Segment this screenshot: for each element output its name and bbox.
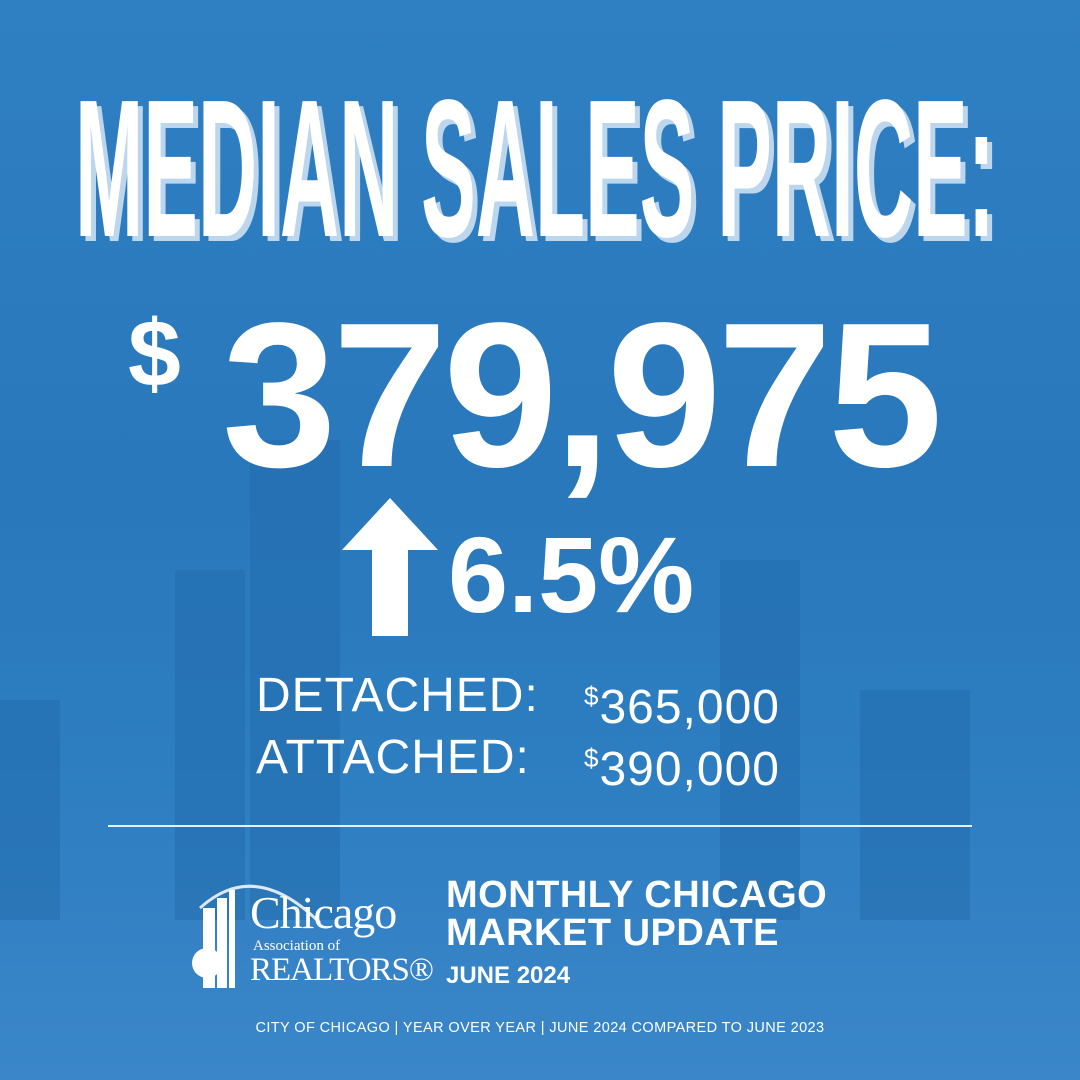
change-percent: 6.5%	[448, 514, 695, 635]
skyline-background	[250, 440, 340, 920]
detached-row: DETACHED: $365,000	[256, 668, 779, 734]
logo-skyline-icon	[192, 884, 322, 988]
logo-chicago: Chicago	[250, 887, 397, 938]
attached-value: 390,000	[599, 743, 780, 796]
attached-currency: $	[584, 743, 600, 773]
detached-label: DETACHED:	[256, 669, 539, 722]
attached-label: ATTACHED:	[256, 731, 530, 784]
skyline-background	[175, 570, 245, 920]
skyline-background	[720, 560, 800, 920]
chicago-realtors-logo: Chicago Association of REALTORS®	[185, 868, 434, 993]
footer-note: CITY OF CHICAGO | YEAR OVER YEAR | JUNE …	[255, 1020, 825, 1036]
update-month: JUNE 2024	[446, 962, 571, 989]
divider	[108, 825, 972, 827]
price-currency: $	[128, 301, 181, 407]
detached-currency: $	[584, 681, 600, 711]
update-title: MONTHLY CHICAGO MARKET UPDATE	[446, 876, 827, 952]
update-title-line1: MONTHLY CHICAGO	[446, 874, 828, 916]
median-price: 379,975	[222, 280, 943, 510]
logo-realtors: REALTORS®	[250, 952, 434, 988]
skyline-background	[860, 690, 970, 920]
logo-association: Association of	[253, 938, 341, 954]
attached-row: ATTACHED: $390,000	[256, 730, 779, 796]
headline: MEDIAN SALES PRICE:	[75, 78, 995, 253]
arrow-up-icon	[342, 498, 438, 636]
update-title-line2: MARKET UPDATE	[446, 912, 780, 954]
headline-container: MEDIAN SALES PRICE:	[75, 78, 995, 253]
detached-value: 365,000	[599, 681, 780, 734]
skyline-background	[0, 700, 60, 920]
